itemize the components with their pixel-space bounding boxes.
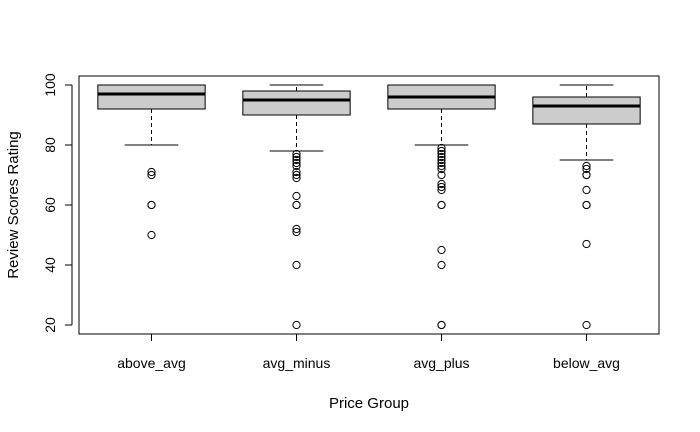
y-tick-label: 20 (42, 317, 58, 333)
outlier-point (292, 158, 301, 168)
box-group-above_avg (97, 84, 206, 240)
y-axis-title: Review Scores Rating (5, 131, 22, 279)
outlier-point (292, 152, 301, 162)
x-tick-label: below_avg (553, 355, 620, 371)
x-tick-label: avg_plus (413, 355, 469, 371)
outlier-point (437, 143, 446, 153)
outlier-point (582, 320, 591, 330)
outlier-point (437, 185, 446, 195)
y-tick-label: 60 (42, 197, 58, 213)
y-tick-label: 100 (42, 73, 58, 97)
outlier-point (437, 146, 446, 156)
outlier-point (437, 170, 446, 180)
outlier-point (582, 185, 591, 195)
outlier-point (292, 260, 301, 270)
outlier-point (147, 230, 156, 240)
outlier-point (147, 170, 156, 180)
x-axis-title: Price Group (329, 395, 409, 412)
iqr-box (532, 96, 641, 125)
outlier-point (292, 227, 301, 237)
outlier-point (582, 164, 591, 174)
outlier-point (582, 239, 591, 249)
outlier-point (292, 320, 301, 330)
outlier-point (292, 149, 301, 159)
y-axis: 20 40 60 80 100 (42, 73, 73, 333)
outlier-point (292, 173, 301, 183)
outlier-point (437, 152, 446, 162)
outlier-point (292, 170, 301, 180)
box-group-avg_plus (387, 84, 496, 330)
outlier-point (437, 155, 446, 165)
outlier-point (147, 167, 156, 177)
outlier-point (437, 161, 446, 171)
x-tick-label: avg_minus (263, 355, 331, 371)
outlier-point (437, 200, 446, 210)
outlier-point (437, 149, 446, 159)
outlier-point (437, 245, 446, 255)
box-group-avg_minus (242, 84, 351, 330)
outlier-point (437, 182, 446, 192)
y-tick-label: 80 (42, 137, 58, 153)
iqr-box (97, 84, 206, 110)
outlier-point (292, 155, 301, 165)
outlier-point (582, 161, 591, 171)
outlier-point (292, 161, 301, 171)
outlier-point (437, 158, 446, 168)
outlier-point (582, 200, 591, 210)
outlier-point (292, 191, 301, 201)
x-tick-label: above_avg (117, 355, 186, 371)
outlier-point (292, 200, 301, 210)
outlier-point (437, 260, 446, 270)
outlier-point (292, 224, 301, 234)
x-axis: above_avg avg_minus avg_plus below_avg (117, 333, 620, 371)
outlier-point (292, 167, 301, 177)
outlier-point (582, 170, 591, 180)
outlier-point (437, 179, 446, 189)
iqr-box (242, 90, 351, 116)
outlier-point (437, 320, 446, 330)
y-tick-label: 40 (42, 257, 58, 273)
boxes (97, 84, 641, 330)
outlier-point (147, 200, 156, 210)
outlier-point (437, 164, 446, 174)
box-group-below_avg (532, 84, 641, 330)
